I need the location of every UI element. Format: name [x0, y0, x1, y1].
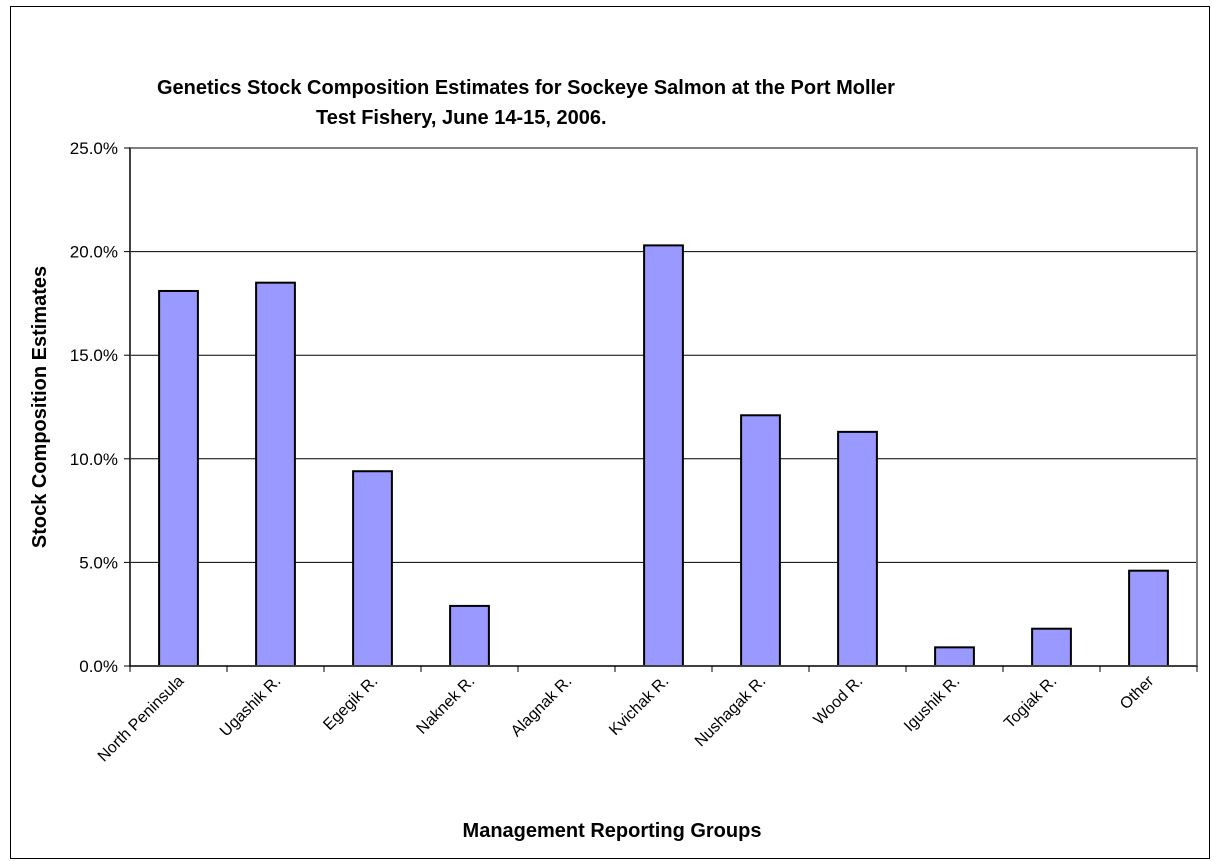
y-axis-label: Stock Composition Estimates [29, 266, 51, 548]
y-tick-label: 25.0% [70, 139, 118, 158]
y-tick-label: 20.0% [70, 243, 118, 262]
y-tick-labels: 0.0% 5.0% 10.0% 15.0% 20.0% 25.0% [70, 139, 118, 676]
bar [740, 414, 781, 667]
bar [352, 470, 393, 667]
y-tick-label: 5.0% [79, 553, 118, 572]
x-tick-label: Naknek R. [413, 673, 478, 738]
bar [1031, 627, 1072, 667]
y-tick-label: 0.0% [79, 657, 118, 676]
x-tick-label: Togiak R. [1001, 673, 1060, 732]
x-tick-label: Kvichak R. [606, 673, 672, 739]
bars [158, 244, 1169, 668]
x-tick-label: Ugashik R. [217, 673, 284, 740]
x-tick-label: Egegik R. [320, 673, 381, 734]
chart-title-line-1: Genetics Stock Composition Estimates for… [157, 77, 895, 99]
bar [643, 244, 684, 667]
x-tick-label: Nushagak R. [692, 673, 769, 750]
y-tick-label: 15.0% [70, 346, 118, 365]
bar [255, 281, 296, 667]
chart-title-line-2: Test Fishery, June 14-15, 2006. [316, 107, 607, 129]
x-tick-label: Igushik R. [901, 673, 963, 735]
x-tick-labels: North Peninsula Ugashik R. Egegik R. Naknek… [95, 672, 1158, 765]
x-tick-label: Other [1117, 672, 1158, 713]
x-tick-label: Wood R. [811, 673, 867, 729]
bar [1128, 569, 1169, 667]
axes [124, 147, 1198, 672]
x-tick-label: Alagnak R. [508, 673, 575, 740]
bar [158, 289, 199, 667]
bar [934, 646, 975, 667]
y-tick-label: 10.0% [70, 450, 118, 469]
bar [837, 430, 878, 668]
x-tick-label: North Peninsula [95, 673, 188, 766]
bar [449, 604, 490, 667]
x-axis-label: Management Reporting Groups [463, 820, 762, 842]
